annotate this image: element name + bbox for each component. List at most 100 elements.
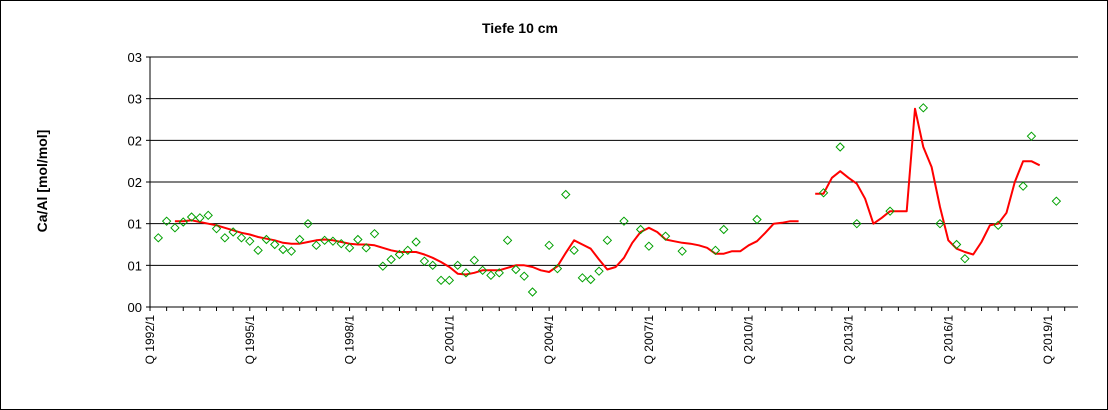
scatter-series — [153, 103, 1062, 297]
data-point — [960, 253, 970, 264]
data-point — [428, 260, 438, 271]
data-point — [294, 234, 305, 245]
data-point — [278, 244, 288, 255]
data-point — [544, 240, 554, 251]
data-point — [993, 220, 1003, 231]
y-tick-label: 01 — [128, 258, 142, 273]
data-point — [602, 235, 613, 246]
data-point — [1018, 181, 1028, 191]
y-tick-labels: 00 01 01 02 02 03 03 — [128, 50, 142, 315]
data-point — [245, 236, 255, 246]
gridlines — [150, 56, 1078, 266]
data-point — [561, 189, 571, 200]
series-line — [174, 219, 799, 276]
data-point — [710, 245, 721, 256]
data-point — [469, 255, 480, 266]
x-tick-label: Q 1992/1 — [143, 315, 157, 365]
data-point — [677, 246, 687, 256]
data-point — [935, 218, 945, 229]
y-tick-label: 02 — [128, 133, 142, 148]
data-point — [719, 224, 729, 235]
x-tick-label: Q 2019/1 — [1041, 315, 1055, 365]
data-point — [170, 223, 180, 233]
data-point — [818, 188, 829, 198]
data-point — [752, 214, 762, 225]
data-point — [203, 210, 213, 221]
data-point — [220, 233, 230, 243]
data-point — [644, 241, 654, 251]
data-point — [336, 238, 346, 249]
x-tick-label: Q 1995/1 — [243, 315, 257, 365]
data-point — [236, 233, 247, 243]
data-point — [951, 239, 962, 250]
data-point — [178, 217, 188, 227]
data-point — [270, 239, 280, 250]
data-point — [361, 243, 371, 253]
data-point — [411, 237, 421, 247]
series-line — [815, 107, 1041, 256]
data-point — [660, 231, 671, 241]
data-point — [403, 245, 413, 256]
data-point — [494, 268, 504, 278]
data-point — [486, 270, 496, 281]
data-point — [436, 275, 446, 286]
line-series — [174, 107, 1041, 276]
y-tick-label: 01 — [128, 217, 142, 232]
data-point — [511, 264, 521, 275]
x-tick-label: Q 2013/1 — [841, 315, 855, 365]
y-tick-label: 02 — [128, 175, 142, 190]
data-point — [1026, 131, 1037, 141]
x-tick-label: Q 2007/1 — [642, 315, 656, 365]
data-point — [461, 268, 471, 278]
data-point — [452, 260, 463, 271]
data-point — [195, 213, 205, 223]
data-point — [569, 245, 579, 256]
y-tick-label: 00 — [128, 300, 142, 315]
x-tick-labels: Q 1992/1 Q 1995/1 Q 1998/1 Q 2001/1 Q 2004/1… — [143, 315, 1055, 365]
data-point — [885, 206, 895, 216]
data-point — [594, 266, 604, 276]
x-tick-label: Q 2016/1 — [941, 315, 955, 365]
data-point — [261, 234, 272, 245]
data-point — [319, 235, 330, 246]
data-point — [1051, 196, 1062, 206]
data-point — [386, 254, 396, 265]
chart-title: Tiefe 10 cm — [481, 20, 558, 36]
data-point — [419, 256, 430, 266]
data-point — [552, 263, 563, 274]
y-tick-label: 03 — [128, 50, 142, 65]
data-point — [502, 235, 513, 246]
data-point — [344, 243, 355, 253]
data-point — [619, 216, 629, 226]
data-point — [311, 240, 322, 251]
data-point — [477, 265, 488, 276]
data-point — [835, 142, 845, 152]
data-point — [527, 287, 538, 297]
data-point — [394, 249, 405, 260]
x-tick-label: Q 2010/1 — [742, 315, 756, 365]
data-point — [378, 261, 388, 271]
axes — [146, 56, 1078, 311]
data-point — [353, 234, 363, 245]
data-point — [586, 274, 596, 285]
data-point — [519, 271, 529, 281]
data-point — [328, 236, 338, 246]
data-point — [918, 103, 929, 113]
data-point — [228, 227, 238, 237]
data-point — [635, 224, 646, 235]
data-point — [286, 246, 297, 256]
data-point — [253, 245, 263, 256]
x-tick-label: Q 2004/1 — [542, 315, 556, 365]
data-point — [186, 212, 197, 222]
data-point — [852, 218, 862, 229]
data-point — [369, 228, 380, 239]
data-point — [153, 233, 164, 243]
data-point — [444, 275, 455, 286]
y-tick-label: 03 — [128, 92, 142, 107]
x-tick-label: Q 1998/1 — [343, 315, 357, 365]
data-point — [161, 216, 172, 226]
data-point — [303, 218, 313, 229]
x-tick-label: Q 2001/1 — [442, 315, 456, 365]
